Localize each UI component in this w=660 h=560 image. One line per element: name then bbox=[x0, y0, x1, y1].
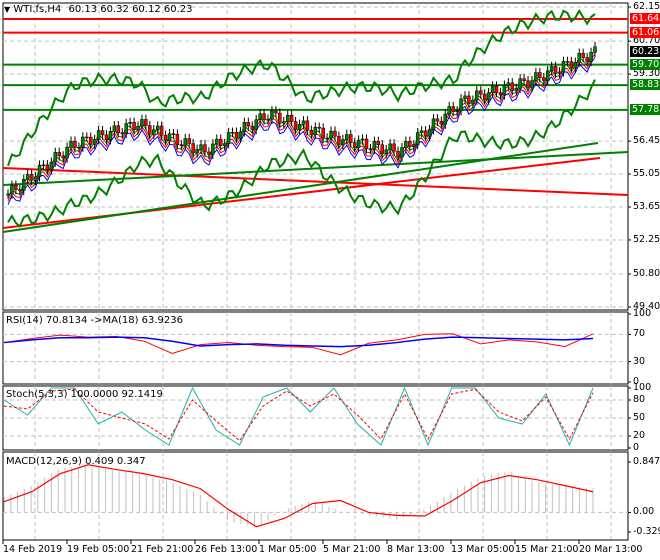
time-axis-label: 14 Feb 2019 bbox=[3, 544, 63, 555]
stoch-series bbox=[3, 386, 594, 447]
rsi-axis-label: 70 bbox=[633, 328, 646, 340]
price-tick-label: 52.25 bbox=[633, 233, 660, 245]
macd-axis-label: 0.00 bbox=[633, 506, 655, 518]
price-level-tag: 61.64 bbox=[630, 13, 660, 24]
price-level-tag: 61.06 bbox=[630, 26, 660, 38]
macd-title: MACD(12,26,9) 0.409 0.347 bbox=[6, 456, 146, 467]
ohlc-values: 60.13 60.32 60.12 60.23 bbox=[68, 4, 193, 15]
price-tick-label: 53.65 bbox=[633, 201, 660, 212]
price-tick-label: 55.05 bbox=[633, 168, 660, 180]
symbol-label: WTI.fs,H4 bbox=[13, 4, 62, 15]
price-level-tag: 60.23 bbox=[630, 46, 660, 58]
stoch-axis-label: 50 bbox=[633, 412, 646, 423]
time-axis-ticks bbox=[2, 540, 580, 544]
chart-header: ▼ WTI.fs,H4 60.13 60.32 60.12 60.23 bbox=[4, 4, 193, 15]
time-axis-label: 5 Mar 21:00 bbox=[323, 544, 381, 555]
price-tick-label: 56.45 bbox=[633, 135, 660, 147]
stoch-title: Stoch(5,3,3) 100.0000 92.1419 bbox=[6, 389, 163, 400]
triangle-down-icon[interactable]: ▼ bbox=[4, 5, 11, 14]
time-axis-label: 20 Mar 13:00 bbox=[579, 544, 643, 555]
price-tick-label: 50.80 bbox=[633, 268, 660, 280]
price-series bbox=[2, 8, 629, 233]
price-tick-label: 59.30 bbox=[633, 68, 660, 80]
price-level-tag: 59.70 bbox=[630, 58, 660, 70]
stoch-axis-label: 80 bbox=[633, 394, 646, 405]
rsi-axis-label: 100 bbox=[633, 308, 652, 319]
rsi-axis-label: 30 bbox=[633, 355, 646, 367]
macd-pane[interactable] bbox=[2, 451, 629, 541]
time-axis-label: 26 Feb 13:00 bbox=[195, 544, 258, 555]
macd-axis-label: -0.329 bbox=[633, 526, 660, 537]
time-axis-label: 8 Mar 13:00 bbox=[387, 544, 445, 555]
stoch-axis-label: 0 bbox=[633, 442, 640, 453]
stoch-axis-label: 100 bbox=[633, 382, 652, 393]
rsi-title: RSI(14) 70.8134 ->MA(18) 63.9236 bbox=[6, 315, 183, 326]
price-tick-label: 62.15 bbox=[633, 1, 660, 12]
price-level-tag: 57.78 bbox=[630, 103, 660, 115]
price-axis-ticks bbox=[628, 6, 631, 533]
rsi-axis-label: 0 bbox=[633, 376, 640, 387]
time-axis-label: 19 Feb 05:00 bbox=[67, 544, 130, 555]
macd-axis-label: 0.847 bbox=[633, 456, 660, 467]
time-axis-label: 15 Mar 21:00 bbox=[515, 544, 579, 555]
rsi-series bbox=[3, 333, 594, 356]
macd-series bbox=[3, 464, 594, 528]
time-axis-label: 13 Mar 05:00 bbox=[451, 544, 515, 555]
stoch-axis-label: 20 bbox=[633, 430, 646, 441]
time-axis-label: 1 Mar 05:00 bbox=[259, 544, 317, 555]
price-level-tag: 58.83 bbox=[630, 79, 660, 91]
price-tick-label: 49.40 bbox=[633, 301, 660, 312]
price-tick-label: 60.70 bbox=[633, 35, 660, 47]
time-axis-label: 21 Feb 21:00 bbox=[131, 544, 194, 555]
